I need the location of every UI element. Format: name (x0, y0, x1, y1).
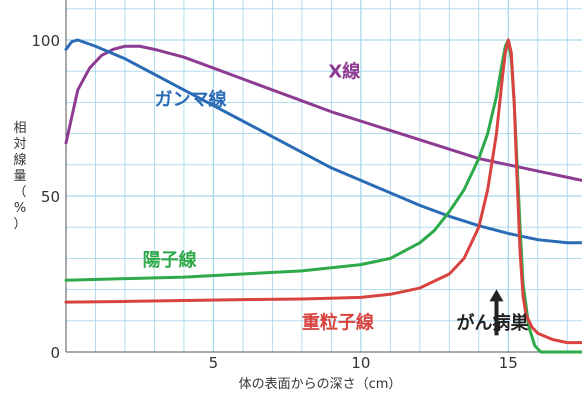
series-label-x-ray: X線 (328, 60, 360, 82)
x-tick-label: 15 (499, 354, 518, 372)
axis-layer: 5 10 15 0 50 100 体の表面からの深さ（cm） 相対線量（%） (13, 0, 582, 392)
series-line-heavy-ion (64, 38, 582, 345)
x-tick-label: 10 (351, 354, 370, 372)
y-axis-label-char: ） (13, 217, 26, 232)
annotation-text-tumor: がん病巣 (456, 312, 529, 334)
x-axis-label: 体の表面からの深さ（cm） (239, 377, 402, 392)
y-tick-label: 50 (41, 188, 60, 206)
series-label-proton: 陽子線 (143, 249, 197, 271)
y-axis-label-char: % (14, 201, 26, 216)
series-layer (64, 38, 582, 354)
series-line-gamma-ray (64, 38, 582, 245)
y-axis-label-char: 対 (13, 137, 26, 152)
y-tick-label: 0 (50, 344, 60, 362)
series-label-gamma-ray: ガンマ線 (154, 89, 226, 111)
y-axis-label: 相対線量（%） (13, 121, 26, 232)
series-label-heavy-ion: 重粒子線 (302, 312, 374, 334)
annotation-arrow-head (489, 289, 504, 302)
y-axis-label-char: 量 (13, 169, 26, 184)
y-tick-label: 100 (31, 32, 60, 50)
y-axis-label-char: （ (13, 185, 26, 200)
y-axis-label-char: 相 (13, 121, 26, 136)
grid-layer (66, 0, 582, 352)
y-axis-label-char: 線 (13, 152, 26, 168)
x-tick-label: 5 (209, 354, 219, 372)
